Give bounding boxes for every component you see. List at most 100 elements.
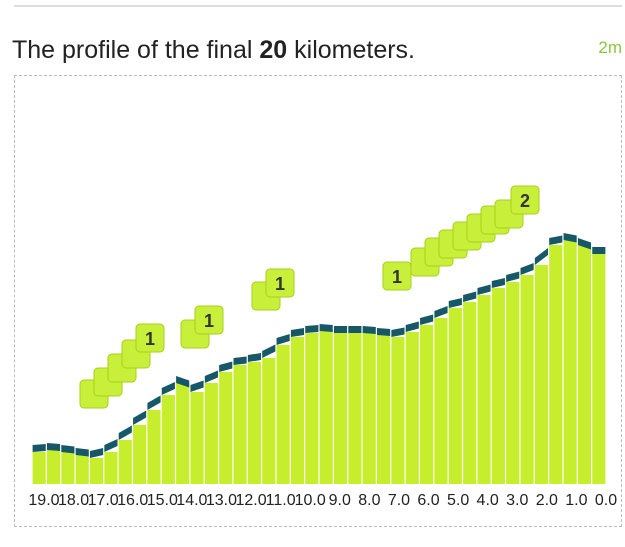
bar [247, 362, 261, 484]
badge-label: 1 [145, 329, 155, 349]
bar-cap [377, 328, 391, 336]
bar [61, 452, 75, 484]
bar [534, 265, 548, 484]
time-ago: 2m [598, 38, 622, 57]
chart-frame [14, 75, 622, 527]
badge-label: 1 [392, 267, 402, 287]
bar [577, 245, 592, 484]
bar-cap [348, 326, 362, 333]
bar-cap [549, 235, 563, 245]
bar [75, 455, 89, 484]
bar [348, 333, 362, 484]
x-tick-label: 5.0 [447, 492, 469, 509]
profile [32, 233, 606, 484]
title-number: 20 [259, 36, 288, 64]
bar-cap [46, 443, 61, 451]
bar [104, 452, 118, 484]
title: The profile of the final 20 kilometers. [12, 36, 415, 65]
bar-cap [61, 445, 75, 454]
bar [448, 308, 462, 484]
x-tick-label: 9.0 [329, 492, 351, 509]
bar-cap [520, 263, 534, 275]
bar [133, 425, 147, 484]
bar [276, 345, 290, 484]
bar [161, 395, 175, 484]
bar [190, 392, 204, 484]
bar-cap [262, 344, 276, 358]
bar-cap [592, 247, 606, 254]
bar [204, 383, 218, 484]
bar-cap [176, 376, 190, 388]
x-tick-label: 14.0 [176, 492, 207, 509]
bar [90, 458, 104, 484]
bar [176, 383, 190, 484]
badge [194, 305, 224, 335]
bar [118, 440, 132, 484]
bar-cap [104, 439, 118, 452]
x-tick-label: 6.0 [417, 492, 439, 509]
divider [14, 5, 622, 7]
bar-cap [161, 382, 175, 395]
x-tick-label: 10.0 [295, 492, 326, 509]
x-tick-label: 15.0 [147, 492, 178, 509]
title-text: kilometers. [287, 36, 415, 64]
bar-cap [276, 334, 290, 345]
bar [420, 325, 434, 484]
bar-cap [319, 324, 333, 332]
x-tick-label: 18.0 [58, 492, 89, 509]
bar-cap [362, 326, 376, 334]
bar-cap [577, 238, 592, 250]
x-tick-label: 19.0 [28, 492, 59, 509]
badges: 1 1 1 1 2 [135, 185, 540, 353]
badge-label: 1 [204, 311, 214, 331]
bar-cap [32, 444, 46, 452]
bar-cap [90, 448, 104, 458]
bar-cap [305, 325, 319, 333]
x-tick-label: 16.0 [117, 492, 148, 509]
bar [305, 333, 319, 484]
bar-cap [247, 353, 261, 362]
bar-cap [563, 233, 577, 243]
bar [549, 245, 563, 484]
bar-cap [534, 248, 548, 265]
bar [262, 358, 276, 484]
x-tick-label: 13.0 [206, 492, 237, 509]
badge-label: 2 [520, 191, 530, 211]
bar [333, 333, 348, 484]
bar [219, 372, 233, 484]
x-tick-label: 2.0 [536, 492, 558, 509]
bar-cap [219, 361, 233, 372]
x-tick-label: 3.0 [506, 492, 528, 509]
bar [147, 410, 161, 484]
bar [463, 302, 477, 484]
bar-cap [434, 306, 448, 318]
bar-cap [463, 291, 477, 302]
bar [592, 254, 606, 484]
bar [32, 452, 46, 484]
bar-cap [333, 326, 348, 333]
badge [135, 323, 165, 353]
bar [46, 450, 61, 484]
bar [290, 337, 305, 484]
x-axis: 19.018.017.016.015.014.013.012.0 11.0 10.0… [28, 492, 617, 509]
x-tick-label: 17.0 [88, 492, 119, 509]
bar [362, 333, 376, 484]
x-tick-label: 8.0 [358, 492, 380, 509]
bar-cap [491, 278, 505, 288]
bar-cap [477, 284, 491, 295]
badge [382, 261, 412, 291]
bar-cap [448, 298, 462, 308]
bar [391, 337, 405, 484]
bar-cap [118, 425, 132, 440]
badge [265, 268, 295, 298]
bar [319, 331, 333, 484]
bar [377, 335, 391, 484]
badge-label: 1 [275, 274, 285, 294]
x-tick-label: 7.0 [388, 492, 410, 509]
x-tick-label: 0.0 [595, 492, 617, 509]
bar [405, 332, 419, 484]
bar-cap [391, 327, 405, 337]
x-tick-label: 1.0 [565, 492, 587, 509]
